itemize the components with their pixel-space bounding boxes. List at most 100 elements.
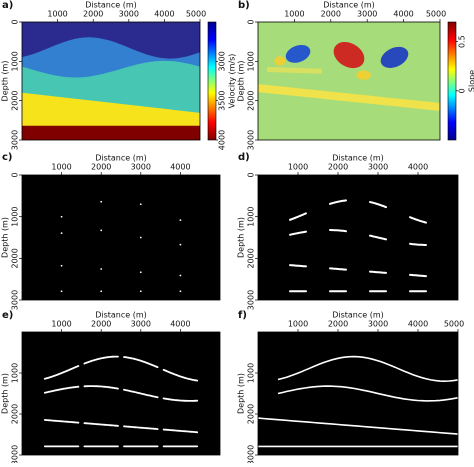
- y-tick-label: 3000: [11, 130, 20, 150]
- y-tick-label: 3000: [11, 445, 20, 463]
- y-axis-label: Depth (m): [1, 373, 10, 414]
- reflector: [290, 265, 306, 266]
- x-axis-label: Distance (m): [85, 1, 137, 10]
- point: [180, 290, 182, 292]
- y-tick-label: 1000: [11, 363, 20, 383]
- reflector: [330, 268, 346, 269]
- colorbar-tick-label: 0: [458, 88, 467, 93]
- point: [100, 290, 102, 292]
- panel-label: f): [238, 310, 247, 321]
- x-tick-label: 2000: [328, 320, 348, 329]
- panel-label: b): [238, 0, 250, 11]
- y-tick-label: 0: [11, 172, 20, 177]
- panel-label: c): [2, 152, 13, 163]
- background: [258, 332, 458, 455]
- point: [61, 290, 63, 292]
- point: [61, 232, 63, 234]
- y-tick-label: 3000: [11, 290, 20, 310]
- panel-label: a): [2, 0, 13, 11]
- point: [140, 271, 142, 273]
- point: [180, 275, 182, 277]
- background: [22, 175, 220, 300]
- y-axis-label: Depth (m): [237, 61, 246, 102]
- background: [258, 175, 458, 300]
- point: [61, 216, 63, 218]
- x-tick-label: 2000: [91, 163, 111, 172]
- y-tick-label: 1000: [11, 206, 20, 226]
- x-axis-label: Distance (m): [323, 1, 375, 10]
- point: [180, 219, 182, 221]
- x-tick-label: 1000: [51, 163, 71, 172]
- reflector: [330, 230, 346, 231]
- y-tick-label: 2000: [247, 404, 256, 424]
- x-axis-label: Distance (m): [332, 154, 384, 163]
- point: [180, 244, 182, 246]
- x-axis-label: Distance (m): [332, 311, 384, 320]
- point: [100, 229, 102, 231]
- x-tick-label: 4000: [408, 320, 428, 329]
- y-axis-label: Depth (m): [1, 61, 10, 102]
- x-tick-label: 3000: [131, 163, 151, 172]
- y-tick-label: 1000: [247, 363, 256, 383]
- x-tick-label: 5000: [426, 10, 446, 19]
- colorbar-tick-label: 0.5: [458, 35, 467, 48]
- y-tick-label: 3000: [247, 445, 256, 463]
- x-axis-label: Distance (m): [95, 311, 147, 320]
- x-tick-label: 3000: [368, 320, 388, 329]
- colorbar: [448, 22, 456, 140]
- x-tick-label: 4000: [170, 320, 190, 329]
- y-tick-label: 2000: [247, 248, 256, 268]
- y-tick-label: 2000: [11, 404, 20, 424]
- point: [100, 201, 102, 203]
- y-tick-label: 0: [247, 19, 256, 24]
- blob: [356, 70, 371, 79]
- blob: [274, 56, 285, 65]
- point: [100, 268, 102, 270]
- point: [61, 265, 63, 267]
- x-tick-label: 5000: [186, 10, 206, 19]
- colorbar-tick-label: 4000: [218, 130, 227, 150]
- y-tick-label: 2000: [247, 90, 256, 110]
- x-tick-label: 3000: [368, 163, 388, 172]
- x-tick-label: 5000: [444, 320, 464, 329]
- y-axis-label: Depth (m): [237, 217, 246, 258]
- y-tick-label: 3000: [247, 130, 256, 150]
- background: [22, 332, 220, 455]
- y-tick-label: 0: [247, 172, 256, 177]
- point: [140, 290, 142, 292]
- x-tick-label: 2000: [91, 320, 111, 329]
- y-tick-label: 1000: [11, 51, 20, 71]
- colorbar-label: Velocity (m/s): [228, 54, 237, 109]
- y-axis-label: Depth (m): [237, 373, 246, 414]
- x-tick-label: 4000: [154, 10, 174, 19]
- x-tick-label: 4000: [408, 163, 428, 172]
- y-tick-label: 2000: [11, 90, 20, 110]
- reflector: [410, 244, 426, 245]
- x-tick-label: 2000: [83, 10, 103, 19]
- x-tick-label: 4000: [170, 163, 190, 172]
- y-tick-label: 1000: [247, 206, 256, 226]
- x-tick-label: 3000: [131, 320, 151, 329]
- colorbar-tick-label: 3500: [218, 90, 227, 110]
- reflector: [370, 272, 386, 273]
- y-axis-label: Depth (m): [1, 217, 10, 258]
- x-tick-label: 1000: [51, 320, 71, 329]
- point: [140, 203, 142, 205]
- x-tick-label: 1000: [288, 163, 308, 172]
- y-tick-label: 1000: [247, 51, 256, 71]
- colorbar-label: Slope: [468, 70, 474, 92]
- panel-label: e): [2, 310, 13, 321]
- y-tick-label: 2000: [11, 248, 20, 268]
- y-tick-label: 0: [11, 19, 20, 24]
- x-tick-label: 1000: [288, 320, 308, 329]
- x-axis-label: Distance (m): [95, 154, 147, 163]
- band: [267, 70, 322, 72]
- x-tick-label: 3000: [357, 10, 377, 19]
- point: [140, 237, 142, 239]
- x-tick-label: 2000: [321, 10, 341, 19]
- background: [258, 22, 440, 140]
- y-tick-label: 3000: [247, 290, 256, 310]
- colorbar-tick-label: 3000: [218, 51, 227, 71]
- x-tick-label: 3000: [119, 10, 139, 19]
